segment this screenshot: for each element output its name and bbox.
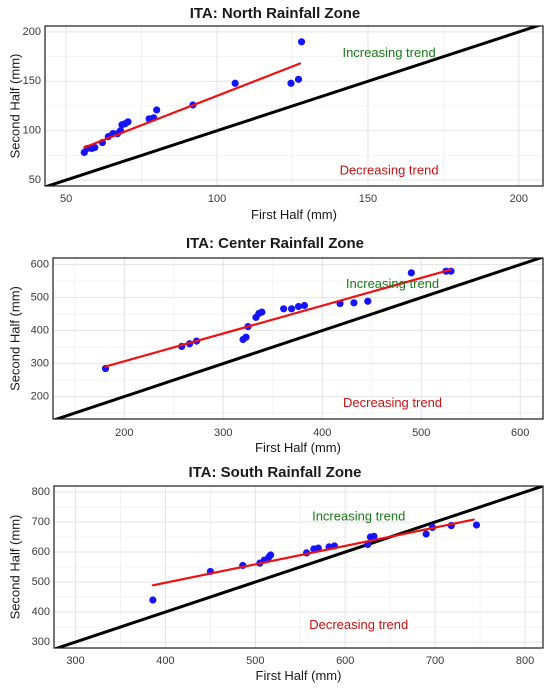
- increasing-trend-label: Increasing trend: [346, 276, 439, 291]
- y-tick-label: 800: [32, 486, 50, 498]
- chart-panel-3: Increasing trend Decreasing trend 300 400 50…: [7, 464, 544, 683]
- x-tick-label: 600: [511, 427, 529, 439]
- y-tick-label: 500: [32, 576, 50, 588]
- data-point: [297, 38, 306, 46]
- trend-line: [83, 62, 302, 149]
- y-tick-label: 500: [31, 291, 49, 303]
- decreasing-trend-label: Decreasing trend: [343, 395, 442, 410]
- chart-panel-2: Increasing trend Decreasing trend 200 300 40…: [7, 235, 544, 455]
- y-tick-label: 50: [29, 174, 41, 186]
- grid: [54, 486, 543, 648]
- x-axis-title: First Half (mm): [255, 440, 341, 455]
- data-point: [364, 297, 372, 305]
- decreasing-trend-label: Decreasing trend: [309, 617, 408, 632]
- increasing-trend-label: Increasing trend: [312, 509, 405, 524]
- data-point: [231, 79, 239, 87]
- x-tick-label: 500: [246, 655, 264, 667]
- x-tick-label: 600: [336, 655, 354, 667]
- trend-line: [104, 268, 453, 368]
- decreasing-trend-label: Decreasing trend: [340, 163, 439, 178]
- increasing-trend-label: Increasing trend: [342, 45, 435, 60]
- data-point: [242, 333, 250, 341]
- data-point: [153, 106, 161, 114]
- x-tick-label: 100: [208, 193, 226, 205]
- x-tick-label: 50: [60, 193, 72, 205]
- x-axis-title: First Half (mm): [256, 668, 342, 683]
- x-tick-label: 400: [156, 655, 174, 667]
- plot-frame: [44, 25, 544, 187]
- y-axis-title: Second Half (mm): [7, 286, 22, 391]
- chart-panel-1: Increasing trend Decreasing trend 50 100 150…: [7, 5, 544, 222]
- data-point: [294, 302, 303, 311]
- y-tick-label: 100: [23, 125, 41, 137]
- x-tick-label: 150: [359, 193, 377, 205]
- data-point: [370, 532, 378, 541]
- y-tick-label: 400: [31, 324, 49, 336]
- x-tick-label: 200: [115, 427, 133, 439]
- data-point: [267, 551, 275, 559]
- x-tick-label: 400: [313, 427, 331, 439]
- data-point: [287, 79, 295, 87]
- y-axis-title: Second Half (mm): [7, 54, 22, 159]
- plot-frame: [52, 257, 544, 420]
- y-tick-label: 200: [23, 26, 41, 38]
- y-tick-label: 300: [31, 357, 49, 369]
- x-tick-label: 800: [516, 655, 534, 667]
- data-point: [472, 521, 481, 529]
- data-point: [422, 530, 430, 538]
- trend-line: [151, 518, 475, 587]
- y-tick-label: 700: [32, 516, 50, 528]
- reference-line: [54, 486, 543, 648]
- chart-title: ITA: North Rainfall Zone: [190, 5, 361, 22]
- data-point: [149, 596, 157, 604]
- y-tick-label: 600: [31, 259, 49, 271]
- reference-line: [53, 258, 543, 419]
- reference-line: [45, 26, 542, 186]
- chart-title: ITA: South Rainfall Zone: [188, 464, 361, 481]
- data-point: [407, 269, 415, 277]
- y-axis-title: Second Half (mm): [7, 515, 22, 620]
- x-tick-label: 700: [426, 655, 444, 667]
- y-tick-label: 200: [31, 390, 49, 402]
- chart-title: ITA: Center Rainfall Zone: [186, 235, 364, 252]
- y-tick-label: 400: [32, 606, 50, 618]
- grid: [53, 258, 543, 419]
- plot-frame: [53, 485, 544, 649]
- y-tick-label: 600: [32, 546, 50, 558]
- data-point: [124, 118, 132, 126]
- x-axis-title: First Half (mm): [251, 207, 337, 222]
- data-point: [91, 143, 99, 152]
- x-tick-label: 300: [66, 655, 84, 667]
- data-point: [287, 305, 296, 313]
- data-point: [314, 544, 322, 552]
- y-tick-label: 150: [23, 75, 41, 87]
- data-point: [350, 299, 358, 307]
- x-tick-label: 200: [510, 193, 528, 205]
- data-point: [258, 308, 266, 316]
- data-point: [280, 305, 288, 313]
- data-point: [300, 301, 309, 310]
- x-tick-label: 500: [412, 427, 430, 439]
- y-tick-label: 300: [32, 636, 50, 648]
- x-tick-label: 300: [214, 427, 232, 439]
- data-point: [294, 75, 303, 83]
